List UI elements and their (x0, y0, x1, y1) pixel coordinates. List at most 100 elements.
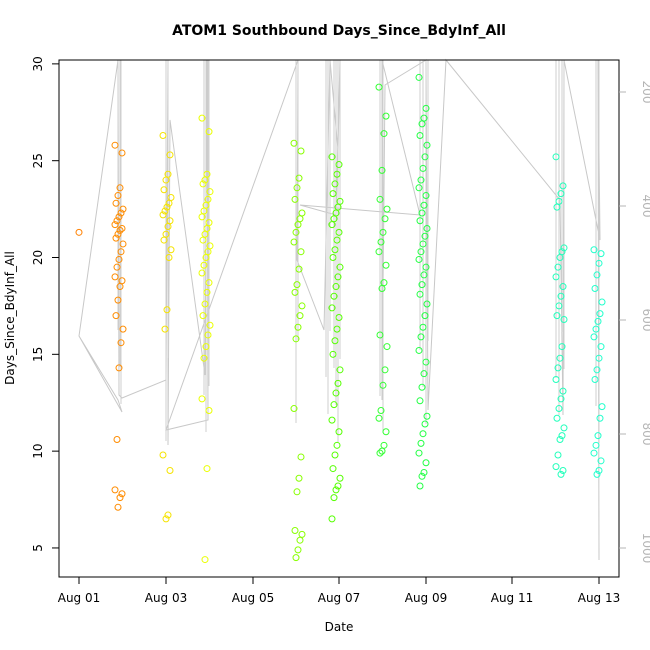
data-point (329, 350, 337, 358)
data-points (75, 73, 606, 564)
data-point (293, 281, 301, 289)
data-point (595, 467, 603, 475)
data-point (378, 166, 386, 174)
data-point (292, 335, 300, 343)
data-point (115, 255, 123, 263)
data-point (297, 147, 305, 155)
data-point (292, 228, 300, 236)
data-point (415, 255, 423, 263)
data-point (416, 217, 424, 225)
data-point (419, 164, 427, 172)
depth-trace-lines (78, 58, 601, 561)
data-point (160, 236, 168, 244)
data-point (336, 366, 344, 374)
data-point (165, 254, 173, 262)
y-tick-label: 25 (31, 153, 45, 168)
data-point (421, 420, 429, 428)
data-point (166, 467, 174, 475)
data-point (116, 494, 124, 502)
data-point (204, 331, 212, 339)
data-point (293, 184, 301, 192)
x-tick-label: Aug 03 (145, 591, 188, 605)
data-point (380, 130, 388, 138)
data-point (112, 199, 120, 207)
data-point (167, 193, 175, 201)
data-point (296, 536, 304, 544)
data-point (333, 170, 341, 178)
data-point (419, 240, 427, 248)
data-point (205, 279, 213, 287)
y2-tick-label: 800 (640, 423, 650, 446)
data-point (294, 221, 302, 229)
data-point (160, 186, 168, 194)
data-point (201, 556, 209, 564)
data-point (332, 486, 340, 494)
y-tick-label: 15 (31, 347, 45, 362)
data-point (330, 292, 338, 300)
data-point (297, 453, 305, 461)
data-point (377, 238, 385, 246)
data-point (206, 188, 214, 196)
data-point (378, 284, 386, 292)
data-point (198, 213, 206, 221)
x-tick-label: Aug 07 (318, 591, 361, 605)
data-point (419, 430, 427, 438)
data-point (333, 325, 341, 333)
data-point (422, 104, 430, 112)
data-point (417, 248, 425, 256)
data-point (334, 379, 342, 387)
data-point (590, 449, 598, 457)
data-point (383, 205, 391, 213)
data-point (554, 364, 562, 372)
data-point (293, 488, 301, 496)
data-point (382, 112, 390, 120)
data-point (159, 211, 167, 219)
data-point (595, 354, 603, 362)
data-point (417, 333, 425, 341)
data-point (119, 205, 127, 213)
data-point (202, 343, 210, 351)
data-point (199, 180, 207, 188)
data-point (298, 302, 306, 310)
data-point (559, 182, 567, 190)
data-point (290, 405, 298, 413)
data-point (290, 139, 298, 147)
y2-tick-label: 200 (640, 81, 650, 104)
data-point (375, 83, 383, 91)
y2-tick-label: 600 (640, 309, 650, 332)
data-point (159, 451, 167, 459)
data-point (377, 406, 385, 414)
data-point (113, 263, 121, 271)
data-point (594, 317, 602, 325)
data-point (201, 176, 209, 184)
data-point (336, 263, 344, 271)
data-point (119, 325, 127, 333)
data-point (331, 246, 339, 254)
data-point (114, 503, 122, 511)
data-point (113, 436, 121, 444)
data-point (167, 246, 175, 254)
data-point (198, 114, 206, 122)
data-point (328, 304, 336, 312)
data-point (116, 226, 124, 234)
data-point (557, 190, 565, 198)
data-point (328, 153, 336, 161)
data-point (416, 397, 424, 405)
y-tick-label: 5 (31, 544, 45, 552)
data-point (552, 273, 560, 281)
data-point (334, 273, 342, 281)
data-point (555, 405, 563, 413)
data-point (423, 412, 431, 420)
data-point (420, 468, 428, 476)
data-point (422, 358, 430, 366)
data-point (553, 312, 561, 320)
data-point (291, 527, 299, 535)
data-point (597, 343, 605, 351)
data-point (199, 312, 207, 320)
data-point (552, 375, 560, 383)
x-tick-label: Aug 05 (232, 591, 275, 605)
data-point (296, 312, 304, 320)
data-point (420, 370, 428, 378)
data-point (161, 325, 169, 333)
data-point (111, 221, 119, 229)
